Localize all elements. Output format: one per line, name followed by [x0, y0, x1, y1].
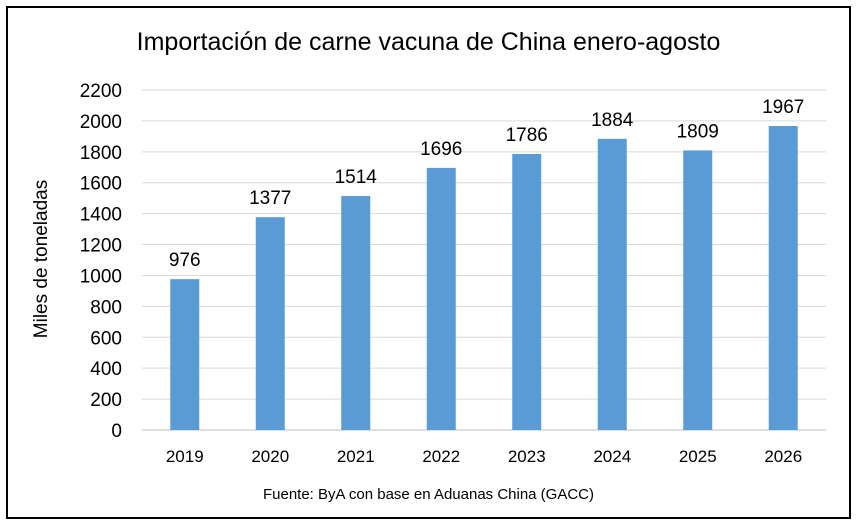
data-label: 1696	[420, 139, 462, 160]
data-label: 976	[169, 250, 201, 271]
y-tick-label: 1200	[80, 236, 122, 257]
bar	[512, 153, 542, 430]
y-tick-label: 600	[90, 328, 122, 349]
x-tick-label: 2026	[764, 447, 802, 466]
bar	[683, 150, 713, 430]
y-tick-label: 400	[90, 359, 122, 380]
x-tick-label: 2019	[166, 447, 204, 466]
bar	[426, 167, 456, 430]
chart-title: Importación de carne vacuna de China ene…	[136, 28, 721, 56]
x-tick-label: 2023	[508, 447, 546, 466]
bar	[597, 138, 627, 430]
data-label: 1377	[249, 188, 291, 209]
data-label: 1809	[677, 121, 719, 142]
y-tick-label: 200	[90, 390, 122, 411]
data-label: 1884	[591, 110, 634, 131]
data-label: 1967	[762, 97, 804, 118]
y-tick-label: 2000	[80, 112, 122, 133]
bar	[170, 279, 200, 430]
x-tick-label: 2024	[593, 447, 631, 466]
x-tick-label: 2021	[337, 447, 375, 466]
y-tick-label: 2200	[80, 81, 122, 102]
y-tick-label: 0	[111, 421, 122, 442]
x-tick-label: 2020	[251, 447, 289, 466]
bar	[768, 126, 798, 430]
bar	[341, 196, 371, 430]
y-tick-label: 1600	[80, 174, 122, 195]
data-label: 1786	[506, 125, 548, 146]
y-tick-label: 1400	[80, 205, 122, 226]
y-tick-label: 1000	[80, 266, 122, 287]
source-note: Fuente: ByA con base en Aduanas China (G…	[262, 486, 595, 503]
bar	[255, 217, 285, 430]
y-tick-label: 1800	[80, 143, 122, 164]
x-tick-label: 2025	[679, 447, 717, 466]
data-label: 1514	[335, 167, 378, 188]
x-tick-label: 2022	[422, 447, 460, 466]
y-tick-label: 800	[90, 297, 122, 318]
